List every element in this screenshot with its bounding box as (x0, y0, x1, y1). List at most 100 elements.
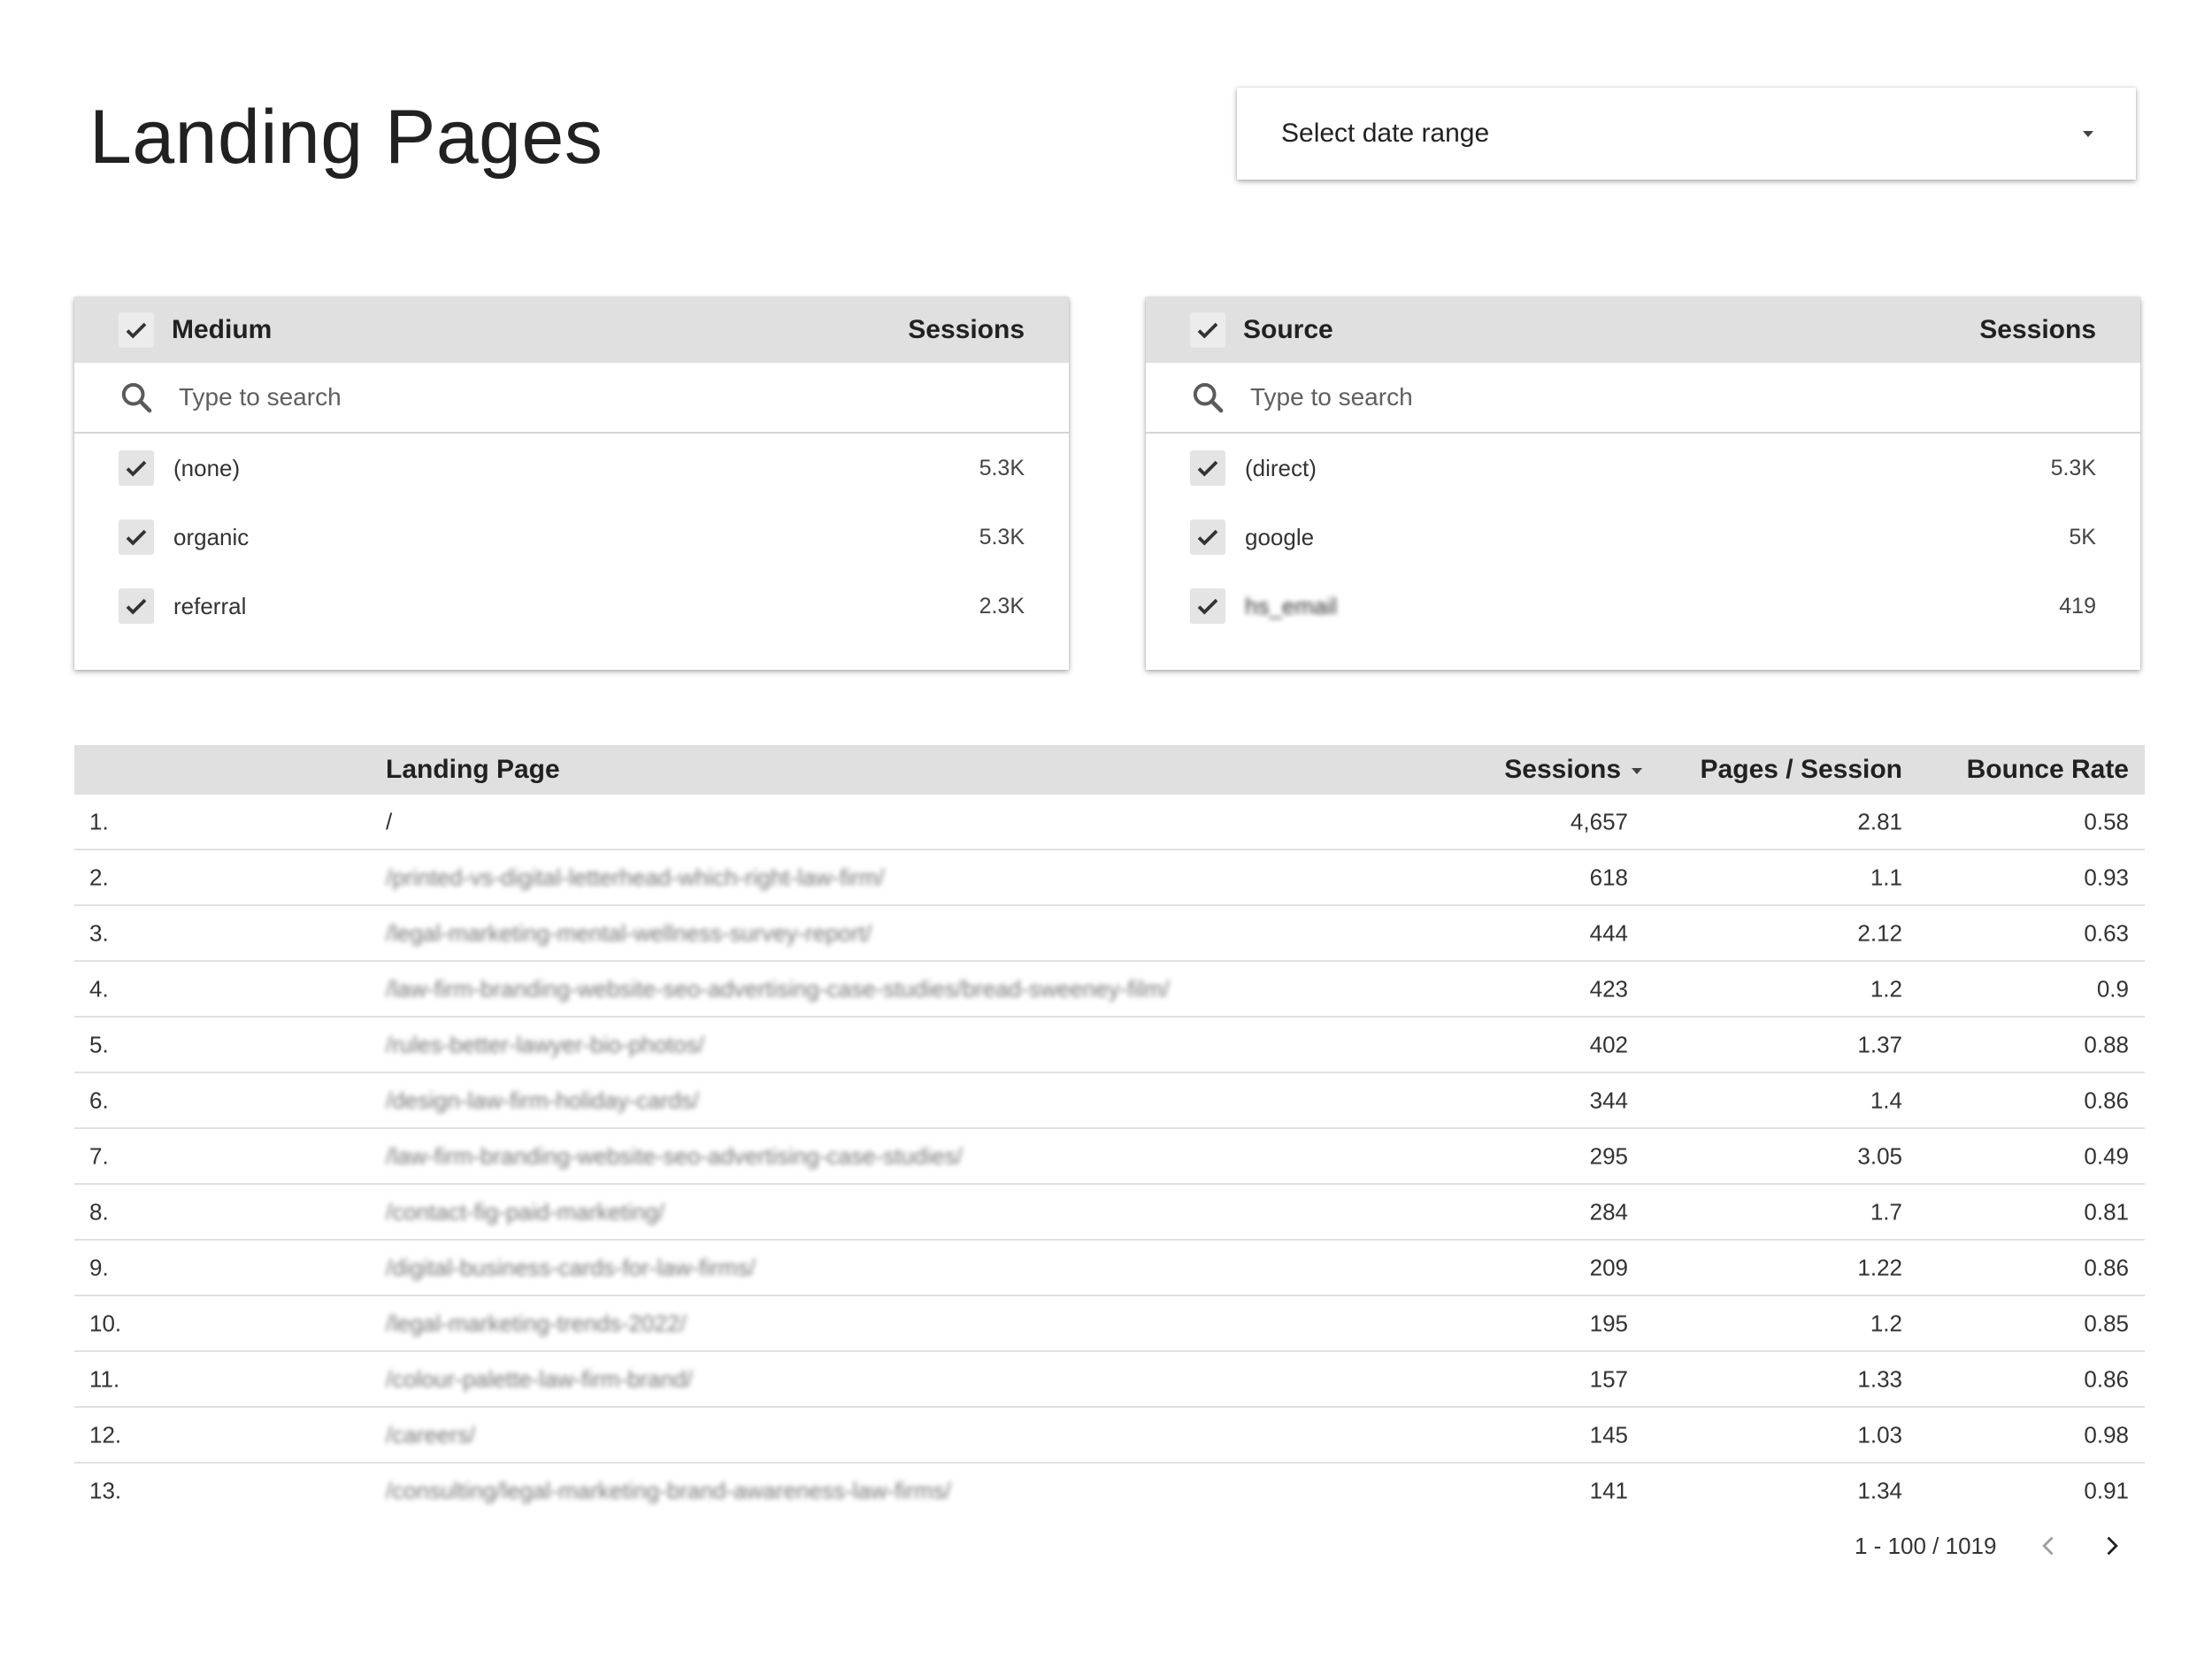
pages-per-session-value: 3.05 (1857, 1142, 1902, 1169)
table-row[interactable]: 11. /colour-palette-law-firm-brand/157 1.3… (74, 1352, 2145, 1408)
source-search-input[interactable] (1248, 382, 2096, 412)
option-value: 5K (2069, 524, 2096, 549)
option-checkbox[interactable] (119, 450, 154, 486)
select-all-checkbox[interactable] (1190, 312, 1225, 348)
option-value: 419 (2059, 593, 2096, 619)
sessions-value: 423 (1589, 975, 1628, 1002)
medium-search-row (74, 363, 1069, 434)
filter-option[interactable]: google 5K (1146, 503, 2140, 572)
col-landing-page[interactable]: Landing Page (386, 755, 560, 784)
sessions-value: 295 (1589, 1142, 1628, 1169)
pages-per-session-value: 2.12 (1857, 919, 1902, 946)
row-index: 4. (89, 975, 109, 1002)
landing-page-path: /legal-marketing-mental-wellness-survey-… (386, 919, 872, 946)
table-row[interactable]: 3. /legal-marketing-mental-wellness-surve… (74, 906, 2145, 962)
landing-page-path: /digital-business-cards-for-law-firms/ (386, 1254, 756, 1280)
filter-option[interactable]: (direct) 5.3K (1146, 434, 2140, 503)
bounce-rate-value: 0.63 (2084, 919, 2129, 946)
landing-page-path: /careers/ (386, 1421, 476, 1448)
table-body: 1. / 4,657 2.81 0.58 2. /printed-vs-digital-le… (74, 795, 2145, 1515)
sessions-value: 157 (1589, 1365, 1628, 1392)
source-search-row (1146, 363, 2140, 434)
bounce-rate-value: 0.58 (2084, 808, 2129, 834)
row-index: 8. (89, 1198, 109, 1225)
landing-page-path: /legal-marketing-trends-2022/ (386, 1310, 687, 1336)
pages-per-session-value: 1.2 (1870, 975, 1902, 1002)
sessions-value: 195 (1589, 1310, 1628, 1336)
medium-filter: Medium Sessions (none) 5.3K organic 5.3K ref… (74, 297, 1069, 670)
checkmark-icon (1197, 460, 1218, 477)
table-row[interactable]: 8. /contact-fig-paid-marketing/284 1.7 0.81 (74, 1185, 2145, 1241)
filter-option[interactable]: hs_email 419 (1146, 572, 2140, 641)
option-label: organic (173, 523, 250, 550)
pages-per-session-value: 2.81 (1857, 808, 1902, 834)
row-index: 5. (89, 1031, 109, 1057)
option-label: google (1245, 523, 1315, 550)
sessions-value: 444 (1589, 919, 1628, 946)
pages-per-session-value: 1.37 (1857, 1031, 1902, 1057)
pagination: 1 - 100 / 1019 (1855, 1527, 2129, 1564)
row-index: 13. (89, 1477, 122, 1503)
pages-per-session-value: 1.22 (1857, 1254, 1902, 1280)
table-row[interactable]: 1. / 4,657 2.81 0.58 (74, 795, 2145, 850)
bounce-rate-value: 0.86 (2084, 1087, 2129, 1113)
option-checkbox[interactable] (119, 519, 154, 555)
sessions-value: 344 (1589, 1087, 1628, 1113)
bounce-rate-value: 0.88 (2084, 1031, 2129, 1057)
row-index: 12. (89, 1421, 122, 1448)
pages-per-session-value: 1.2 (1870, 1310, 1902, 1336)
row-index: 1. (89, 808, 109, 834)
checkmark-icon (126, 529, 147, 546)
prev-page-button[interactable] (2032, 1528, 2067, 1564)
filter-option[interactable]: referral 2.3K (74, 572, 1069, 641)
landing-pages-table: Landing Page Sessions Pages / Session Bo… (74, 745, 2145, 1515)
landing-page-path: /design-law-firm-holiday-cards/ (386, 1087, 699, 1113)
row-index: 10. (89, 1310, 122, 1336)
next-page-button[interactable] (2093, 1528, 2129, 1564)
dropdown-caret-icon (2083, 130, 2093, 137)
table-row[interactable]: 4. /law-firm-branding-website-seo-adverti… (74, 962, 2145, 1018)
bounce-rate-value: 0.98 (2084, 1421, 2129, 1448)
select-all-checkbox[interactable] (119, 312, 154, 348)
table-row[interactable]: 13. /consulting/legal-marketing-brand-awa… (74, 1464, 2145, 1515)
source-filter-header: Source Sessions (1146, 297, 2140, 363)
landing-page-path: / (386, 808, 393, 834)
table-row[interactable]: 6. /design-law-firm-holiday-cards/344 1.4 0… (74, 1073, 2145, 1129)
date-range-label: Select date range (1281, 119, 1490, 148)
pages-per-session-value: 1.1 (1870, 864, 1902, 890)
option-checkbox[interactable] (119, 588, 154, 624)
option-label: (none) (173, 454, 241, 481)
option-label: hs_email (1245, 592, 1338, 619)
bounce-rate-value: 0.86 (2084, 1365, 2129, 1392)
checkmark-icon (126, 598, 147, 615)
table-row[interactable]: 7. /law-firm-branding-website-seo-adverti… (74, 1129, 2145, 1185)
bounce-rate-value: 0.86 (2084, 1254, 2129, 1280)
option-checkbox[interactable] (1190, 519, 1225, 555)
filter-option[interactable]: (none) 5.3K (74, 434, 1069, 503)
table-row[interactable]: 9. /digital-business-cards-for-law-firms/… (74, 1241, 2145, 1296)
col-sessions-label: Sessions (1504, 755, 1621, 784)
col-sessions[interactable]: Sessions (1504, 755, 1642, 785)
pages-per-session-value: 1.03 (1857, 1421, 1902, 1448)
bounce-rate-value: 0.49 (2084, 1142, 2129, 1169)
pagination-label: 1 - 100 / 1019 (1855, 1532, 1997, 1559)
table-row[interactable]: 2. /printed-vs-digital-letterhead-which-r… (74, 850, 2145, 906)
bounce-rate-value: 0.9 (2096, 975, 2129, 1002)
col-pages-per-session[interactable]: Pages / Session (1700, 755, 1902, 784)
table-row[interactable]: 5. /rules-better-lawyer-bio-photos/402 1.3… (74, 1018, 2145, 1073)
checkmark-icon (1197, 322, 1218, 339)
option-checkbox[interactable] (1190, 588, 1225, 624)
medium-search-input[interactable] (177, 382, 1025, 412)
landing-page-path: /contact-fig-paid-marketing/ (386, 1198, 665, 1225)
landing-page-path: /colour-palette-law-firm-brand/ (386, 1365, 693, 1392)
option-checkbox[interactable] (1190, 450, 1225, 486)
landing-page-path: /rules-better-lawyer-bio-photos/ (386, 1031, 704, 1057)
landing-page-path: /consulting/legal-marketing-brand-awaren… (386, 1477, 951, 1503)
table-row[interactable]: 12. /careers/145 1.03 0.98 (74, 1408, 2145, 1464)
filter-option[interactable]: organic 5.3K (74, 503, 1069, 572)
col-bounce-rate[interactable]: Bounce Rate (1966, 755, 2129, 784)
sessions-value: 284 (1589, 1198, 1628, 1225)
table-row[interactable]: 10. /legal-marketing-trends-2022/195 1.2 0.… (74, 1296, 2145, 1352)
date-range-select[interactable]: Select date range (1237, 88, 2136, 180)
bounce-rate-value: 0.85 (2084, 1310, 2129, 1336)
